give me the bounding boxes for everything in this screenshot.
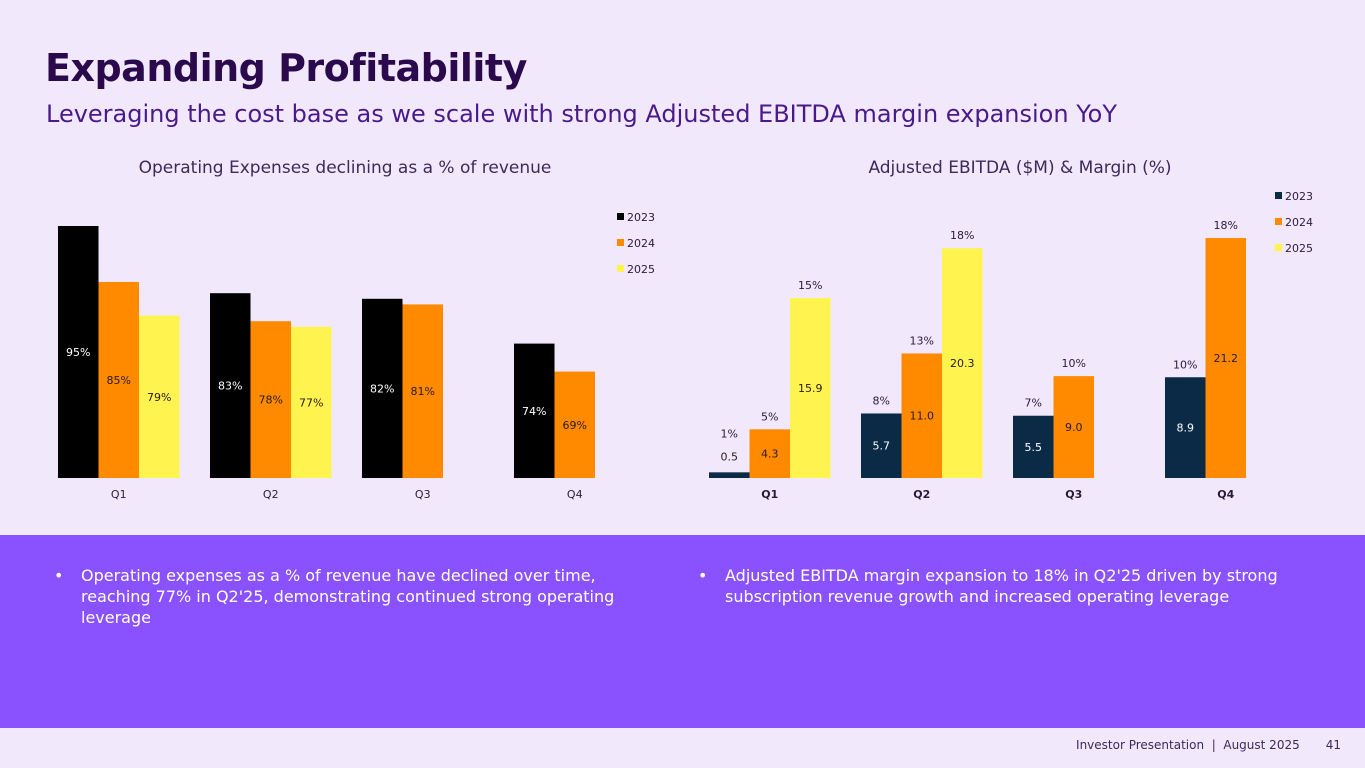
opex-chart-title: Operating Expenses declining as a % of r…	[138, 158, 552, 178]
ebitda-chart: 0.5 1% 4.3 5% 15.9 15% Q1 5.7 8% 11.0 13% 20.3 18% Q2…	[709, 190, 1313, 501]
legend-label: 2025	[627, 263, 655, 276]
legend-label: 2023	[1285, 190, 1313, 203]
bar-2025-Q1	[790, 298, 831, 478]
margin-label: 5%	[761, 410, 778, 423]
margin-label: 8%	[873, 394, 890, 407]
bar-2025-Q2	[291, 326, 332, 478]
bar-2023-Q2	[210, 293, 251, 478]
x-tick-label: Q2	[263, 488, 279, 501]
bar-2023-Q3	[362, 298, 403, 478]
x-tick-label: Q1	[111, 488, 127, 501]
legend-swatch	[617, 213, 624, 220]
bullet-opex: • Operating expenses as a % of revenue h…	[54, 565, 641, 628]
opex-chart: 95% 85% 79% Q1 83% 78% 77% Q2 82% 81% Q3 74% 69% Q4 20…	[58, 211, 655, 501]
data-label: 5.7	[873, 440, 891, 453]
commentary-panel	[0, 535, 1365, 728]
ebitda-chart-title: Adjusted EBITDA ($M) & Margin (%)	[868, 158, 1172, 178]
page-title: Expanding Profitability	[45, 46, 527, 90]
bullet-text: Operating expenses as a % of revenue hav…	[81, 566, 615, 627]
x-tick-label: Q2	[913, 488, 930, 501]
x-tick-label: Q4	[567, 488, 583, 501]
bar-2024-Q3	[402, 304, 443, 478]
x-tick-label: Q1	[761, 488, 778, 501]
margin-label: 15%	[798, 279, 822, 292]
x-tick-label: Q4	[1217, 488, 1234, 501]
data-label: 95%	[66, 346, 90, 359]
legend-swatch	[1275, 218, 1282, 225]
margin-label: 18%	[1214, 219, 1238, 232]
data-label: 5.5	[1025, 441, 1043, 454]
bar-2024-Q2	[250, 321, 291, 478]
margin-label: 1%	[721, 427, 738, 440]
bar-2023-Q1	[58, 226, 99, 478]
legend-swatch	[1275, 192, 1282, 199]
bar-2024-Q4	[554, 371, 595, 478]
bar-2024-Q1	[98, 282, 139, 478]
footer: Investor Presentation | August 2025 41	[1076, 738, 1341, 752]
legend-label: 2024	[627, 237, 655, 250]
bar-2023-Q1	[709, 472, 750, 478]
bar-2023-Q2	[861, 413, 902, 478]
bar-2024-Q1	[749, 429, 790, 478]
data-label: 11.0	[910, 410, 935, 423]
margin-label: 10%	[1062, 357, 1086, 370]
bar-2023-Q4	[514, 343, 555, 478]
bar-2025-Q2	[942, 248, 983, 478]
margin-label: 7%	[1025, 397, 1042, 410]
data-label: 82%	[370, 382, 394, 395]
bar-2023-Q3	[1013, 415, 1054, 478]
data-label: 77%	[299, 396, 323, 409]
data-label: 8.9	[1177, 422, 1195, 435]
page-subtitle: Leveraging the cost base as we scale wit…	[46, 100, 1118, 128]
legend-label: 2025	[1285, 242, 1313, 255]
data-label: 9.0	[1065, 421, 1083, 434]
legend-swatch	[617, 265, 624, 272]
margin-label: 13%	[910, 334, 934, 347]
legend-label: 2023	[627, 211, 655, 224]
x-tick-label: Q3	[415, 488, 431, 501]
bar-2024-Q4	[1205, 238, 1246, 478]
data-label: 0.5	[721, 450, 739, 463]
page-number: 41	[1325, 738, 1341, 752]
legend-label: 2024	[1285, 216, 1313, 229]
charts-canvas: 95% 85% 79% Q1 83% 78% 77% Q2 82% 81% Q3 74% 69% Q4 20…	[58, 190, 1313, 501]
data-label: 21.2	[1214, 352, 1239, 365]
bullet-dot-icon: •	[54, 566, 64, 585]
bar-2025-Q1	[139, 315, 180, 478]
bullet-ebitda: • Adjusted EBITDA margin expansion to 18…	[698, 565, 1305, 607]
margin-label: 18%	[950, 229, 974, 242]
data-label: 74%	[522, 405, 546, 418]
bar-2023-Q4	[1165, 377, 1206, 478]
bar-2024-Q3	[1053, 376, 1094, 478]
bar-2024-Q2	[901, 353, 942, 478]
data-label: 81%	[411, 385, 435, 398]
legend-swatch	[617, 239, 624, 246]
data-label: 69%	[563, 419, 587, 432]
data-label: 15.9	[798, 382, 823, 395]
data-label: 4.3	[761, 448, 779, 461]
data-label: 20.3	[950, 357, 975, 370]
bullet-text: Adjusted EBITDA margin expansion to 18% …	[725, 566, 1278, 606]
data-label: 85%	[107, 374, 131, 387]
data-label: 78%	[259, 394, 283, 407]
bullet-dot-icon: •	[698, 566, 708, 585]
footer-text: Investor Presentation | August 2025	[1076, 738, 1300, 752]
data-label: 79%	[147, 391, 171, 404]
margin-label: 10%	[1173, 358, 1197, 371]
x-tick-label: Q3	[1065, 488, 1082, 501]
data-label: 83%	[218, 380, 242, 393]
legend-swatch	[1275, 244, 1282, 251]
